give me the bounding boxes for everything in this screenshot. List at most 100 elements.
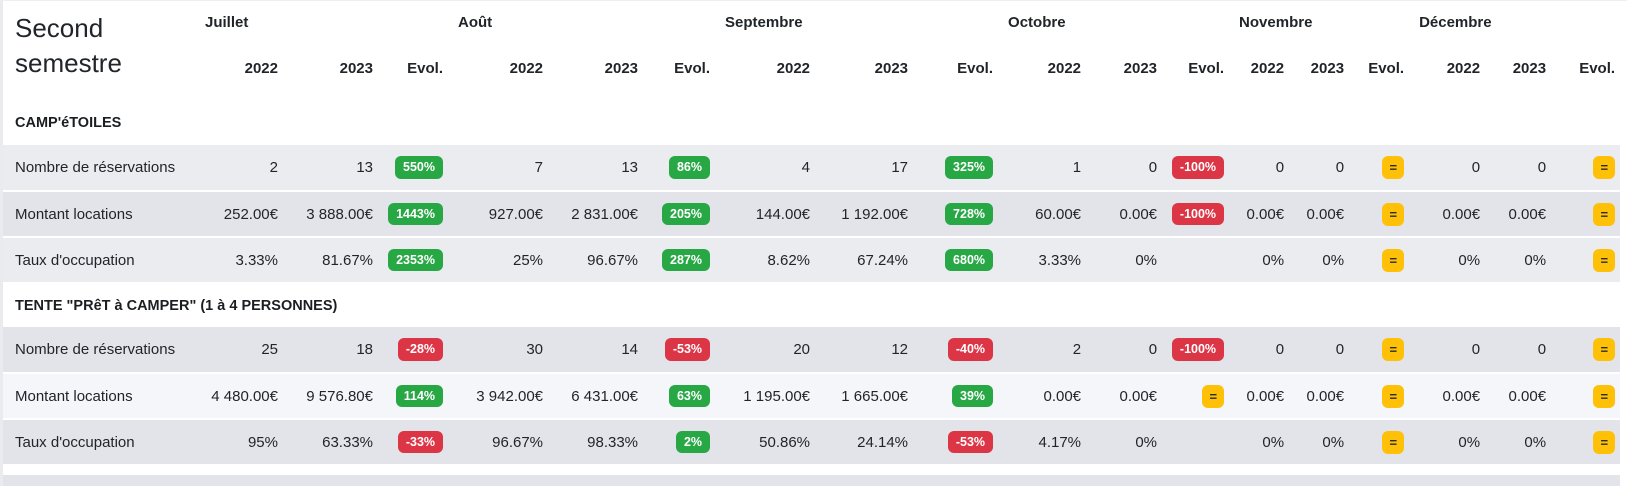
evol-badge-up: 680% — [945, 248, 994, 272]
juillet-evol-header: Evol. — [407, 59, 444, 77]
evol-badge-up: 86% — [668, 156, 711, 179]
next-row-partial — [3, 475, 1620, 486]
septembre-evol-cell: 325% — [913, 145, 999, 192]
aout-2022-value: 25% — [448, 237, 549, 284]
evol-badge-up: 39% — [952, 384, 994, 408]
juillet-2022-value: 3.33% — [195, 237, 283, 284]
juillet-2022-value: 25 — [195, 327, 283, 374]
evol-badge-down: -33% — [397, 430, 444, 454]
decembre-2022-value: 0.00€ — [1409, 373, 1486, 420]
novembre-evol-cell: = — [1349, 327, 1410, 374]
septembre-2022-value: 8.62% — [715, 237, 816, 284]
decembre-2023-value: 0.00€ — [1485, 191, 1552, 238]
aout-2023-value: 2 831.00€ — [548, 191, 644, 238]
aout-evol-cell: 63% — [643, 373, 716, 420]
novembre-2022-value: 0.00€ — [1229, 191, 1290, 238]
decembre-2022-value: 0 — [1409, 145, 1486, 192]
juillet-evol-cell: -28% — [378, 327, 449, 374]
section-title-camp-etoiles: CAMP'éTOILES — [3, 101, 1621, 145]
aout-2023-value: 6 431.00€ — [548, 373, 644, 420]
juillet-evol-cell: 550% — [378, 145, 449, 192]
septembre-2023-value: 12 — [815, 327, 914, 374]
juillet-2023-header: 2023 — [339, 59, 373, 77]
novembre-2022-header: 2022 — [1250, 59, 1285, 77]
decembre-evol-cell: = — [1551, 191, 1621, 238]
juillet-evol-cell: 1443% — [378, 191, 449, 238]
row-label: Montant locations — [3, 191, 195, 238]
novembre-2022-value: 0 — [1229, 145, 1290, 192]
decembre-2023-header: 2023 — [1512, 59, 1547, 77]
septembre-evol-cell: 728% — [913, 191, 999, 238]
decembre-evol-cell: = — [1551, 327, 1621, 374]
table-body: CAMP'éTOILES Nombre de réservations 2 13 550… — [3, 101, 1621, 466]
octobre-2023-value: 0 — [1086, 327, 1163, 374]
juillet-evol-cell: 114% — [378, 373, 449, 420]
evol-badge-equal: = — [1593, 384, 1616, 408]
decembre-2023-value: 0 — [1485, 145, 1552, 192]
evol-badge-equal: = — [1382, 430, 1405, 454]
semester-report-table: Second semestre Juillet Août Septembre Octo… — [3, 1, 1621, 466]
evol-badge-equal: = — [1593, 430, 1616, 454]
evol-badge-up: 205% — [662, 202, 711, 226]
aout-evol-header: Evol. — [674, 59, 711, 77]
septembre-2022-value: 20 — [715, 327, 816, 374]
evol-badge-up: 325% — [945, 156, 994, 179]
octobre-2022-value: 1 — [998, 145, 1087, 192]
aout-2022-value: 927.00€ — [448, 191, 549, 238]
decembre-2023-value: 0% — [1485, 237, 1552, 284]
novembre-evol-cell: = — [1349, 237, 1410, 284]
month-header-row: Second semestre Juillet Août Septembre Octo… — [3, 1, 1620, 78]
page-title: Second semestre — [15, 13, 122, 78]
table-row: Taux d'occupation 95% 63.33% -33% 96.67% 98.3… — [3, 419, 1621, 466]
row-label: Montant locations — [3, 373, 195, 420]
decembre-2022-value: 0% — [1409, 419, 1486, 466]
evol-badge-down: -53% — [947, 430, 994, 454]
novembre-evol-cell: = — [1349, 373, 1410, 420]
juillet-2023-value: 63.33% — [283, 419, 378, 466]
octobre-2022-value: 60.00€ — [998, 191, 1087, 238]
novembre-2022-value: 0.00€ — [1229, 373, 1290, 420]
decembre-evol-header: Evol. — [1579, 59, 1616, 77]
evol-badge-up: 287% — [662, 248, 711, 272]
evol-badge-equal: = — [1593, 338, 1616, 361]
novembre-2022-value: 0% — [1229, 237, 1290, 284]
evol-badge-down: -40% — [947, 338, 994, 361]
evol-badge-up: 114% — [395, 384, 444, 408]
juillet-evol-cell: 2353% — [378, 237, 449, 284]
septembre-2022-header: 2022 — [776, 59, 811, 77]
table-row: Nombre de réservations 2 13 550% 7 13 86% 4 17 32… — [3, 145, 1621, 192]
novembre-2023-value: 0% — [1289, 237, 1350, 284]
juillet-2023-value: 18 — [283, 327, 378, 374]
novembre-evol-cell: = — [1349, 145, 1410, 192]
octobre-evol-cell — [1162, 419, 1230, 466]
juillet-2022-value: 95% — [195, 419, 283, 466]
row-label: Nombre de réservations — [3, 327, 195, 374]
evol-badge-down: -100% — [1171, 156, 1225, 179]
octobre-evol-header: Evol. — [1188, 59, 1225, 77]
evol-badge-equal: = — [1382, 156, 1405, 179]
septembre-evol-cell: -40% — [913, 327, 999, 374]
table-row: Taux d'occupation 3.33% 81.67% 2353% 25% 96.6… — [3, 237, 1621, 284]
section-header-row: CAMP'éTOILES — [3, 101, 1621, 145]
evol-badge-up: 2353% — [388, 248, 444, 272]
decembre-evol-cell: = — [1551, 145, 1621, 192]
row-label: Taux d'occupation — [3, 237, 195, 284]
table-row: Montant locations 252.00€ 3 888.00€ 1443% 92… — [3, 191, 1621, 238]
septembre-evol-cell: 39% — [913, 373, 999, 420]
juillet-2023-value: 81.67% — [283, 237, 378, 284]
aout-evol-cell: 205% — [643, 191, 716, 238]
decembre-evol-cell: = — [1551, 237, 1621, 284]
octobre-evol-cell — [1162, 237, 1230, 284]
juillet-2022-header: 2022 — [244, 59, 278, 77]
month-header-septembre: Septembre — [725, 14, 803, 31]
aout-2022-value: 30 — [448, 327, 549, 374]
juillet-2023-value: 13 — [283, 145, 378, 192]
novembre-evol-cell: = — [1349, 191, 1410, 238]
table-row: Montant locations 4 480.00€ 9 576.80€ 114% 3… — [3, 373, 1621, 420]
month-header-juillet: Juillet — [205, 14, 249, 31]
decembre-2022-value: 0.00€ — [1409, 191, 1486, 238]
aout-evol-cell: 287% — [643, 237, 716, 284]
novembre-2023-header: 2023 — [1310, 59, 1345, 77]
evol-badge-down: -100% — [1171, 338, 1225, 361]
evol-badge-up: 1443% — [388, 202, 444, 226]
